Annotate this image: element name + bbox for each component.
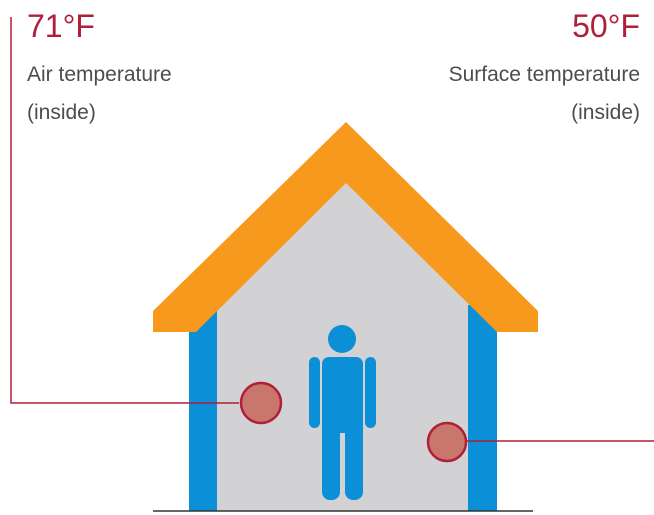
air-temperature-marker xyxy=(239,381,283,425)
roof xyxy=(153,122,538,332)
surface-temperature-marker xyxy=(426,421,468,463)
air-temperature-sublabel: (inside) xyxy=(27,101,96,124)
surface-temperature-label: Surface temperature xyxy=(448,63,640,86)
surface-temperature-sublabel: (inside) xyxy=(571,101,640,124)
person-icon xyxy=(309,325,376,500)
left-wall xyxy=(189,305,217,511)
air-temperature-label: Air temperature xyxy=(27,63,172,86)
air-temperature-value: 71°F xyxy=(27,8,95,44)
air-temperature-leader xyxy=(10,17,239,404)
surface-temperature-value: 50°F xyxy=(572,8,640,44)
right-wall xyxy=(468,305,497,511)
